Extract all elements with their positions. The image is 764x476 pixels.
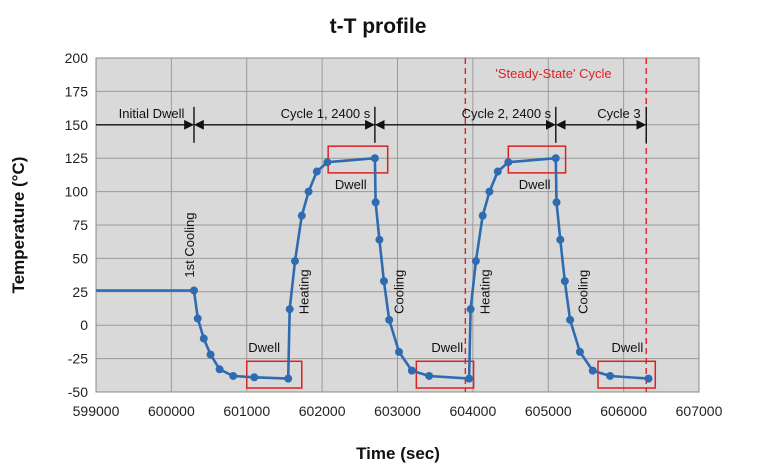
data-point <box>606 371 615 380</box>
y-axis-ticks: -50 -25 0 25 50 75 100 125 150 175 200 <box>65 50 89 400</box>
data-point <box>206 350 215 359</box>
data-point <box>425 371 434 380</box>
data-point <box>312 167 321 176</box>
y-tick-label: 150 <box>65 117 89 133</box>
data-point <box>644 374 653 383</box>
x-tick-label: 599000 <box>73 403 120 419</box>
annotation-label: Dwell <box>248 340 280 355</box>
data-point <box>304 187 313 196</box>
y-tick-label: 0 <box>80 317 88 333</box>
data-point <box>370 154 379 163</box>
data-point <box>465 374 474 383</box>
data-point <box>551 154 560 163</box>
data-point <box>285 305 294 314</box>
data-point <box>504 158 513 167</box>
data-point <box>395 347 404 356</box>
y-tick-label: 175 <box>65 83 89 99</box>
data-point <box>466 305 475 314</box>
annotation-label: Dwell <box>335 177 367 192</box>
y-tick-label: -25 <box>68 351 88 367</box>
annotation-label: Cooling <box>575 270 590 314</box>
phase-label: Cycle 1, 2400 s <box>281 106 371 121</box>
chart-title: t-T profile <box>330 15 427 38</box>
data-point <box>588 366 597 375</box>
data-point <box>478 211 487 220</box>
y-tick-label: 75 <box>72 217 88 233</box>
annotation-label: Dwell <box>611 340 643 355</box>
data-point <box>566 315 575 324</box>
phase-label: Cycle 3 <box>597 106 640 121</box>
data-point <box>556 235 565 244</box>
annotations: 1st Cooling Heating Cooling Heating Cooling D… <box>182 177 643 355</box>
x-tick-label: 603000 <box>374 403 421 419</box>
data-point <box>323 158 332 167</box>
data-point <box>560 277 569 286</box>
data-point <box>215 365 224 374</box>
annotation-label: Heating <box>297 269 312 314</box>
data-point <box>385 315 394 324</box>
temperature-series <box>96 154 653 383</box>
y-tick-label: 25 <box>72 284 88 300</box>
data-point <box>407 366 416 375</box>
y-axis-label: Temperature (°C) <box>9 157 28 294</box>
phase-bar: Initial Dwell Cycle 1, 2400 s Cycle 2, 240… <box>96 106 647 143</box>
data-point <box>229 371 238 380</box>
x-axis-label: Time (sec) <box>356 444 440 463</box>
x-tick-label: 604000 <box>450 403 497 419</box>
data-point <box>379 277 388 286</box>
x-tick-label: 607000 <box>676 403 723 419</box>
x-tick-label: 602000 <box>299 403 346 419</box>
annotation-label: Heating <box>477 269 492 314</box>
y-tick-label: 125 <box>65 150 89 166</box>
steady-state-label: 'Steady-State' Cycle <box>495 66 611 81</box>
y-tick-label: 50 <box>72 250 88 266</box>
data-point <box>575 347 584 356</box>
data-point <box>375 235 384 244</box>
x-axis-ticks: 599000 600000 601000 602000 603000 604000 6050… <box>73 403 723 419</box>
data-point <box>485 187 494 196</box>
gridlines <box>96 58 699 392</box>
dwell-box <box>415 360 475 389</box>
data-point <box>189 286 198 295</box>
annotation-label: Cooling <box>392 270 407 314</box>
dwell-box <box>246 360 303 389</box>
data-point <box>371 198 380 207</box>
data-point <box>471 257 480 266</box>
phase-label: Initial Dwell <box>119 106 185 121</box>
data-point <box>493 167 502 176</box>
data-point <box>297 211 306 220</box>
data-point <box>284 374 293 383</box>
data-point <box>552 198 561 207</box>
annotation-label: 1st Cooling <box>182 213 197 278</box>
y-tick-label: -50 <box>68 384 88 400</box>
x-tick-label: 605000 <box>525 403 572 419</box>
data-point <box>199 334 208 343</box>
dwell-box <box>597 360 657 389</box>
data-point <box>290 257 299 266</box>
x-tick-label: 606000 <box>600 403 647 419</box>
y-tick-label: 100 <box>65 184 89 200</box>
data-point <box>250 373 259 382</box>
annotation-label: Dwell <box>519 177 551 192</box>
x-tick-label: 601000 <box>223 403 270 419</box>
annotation-label: Dwell <box>431 340 463 355</box>
phase-label: Cycle 2, 2400 s <box>462 106 552 121</box>
y-tick-label: 200 <box>65 50 89 66</box>
data-point <box>193 314 202 323</box>
x-tick-label: 600000 <box>148 403 195 419</box>
